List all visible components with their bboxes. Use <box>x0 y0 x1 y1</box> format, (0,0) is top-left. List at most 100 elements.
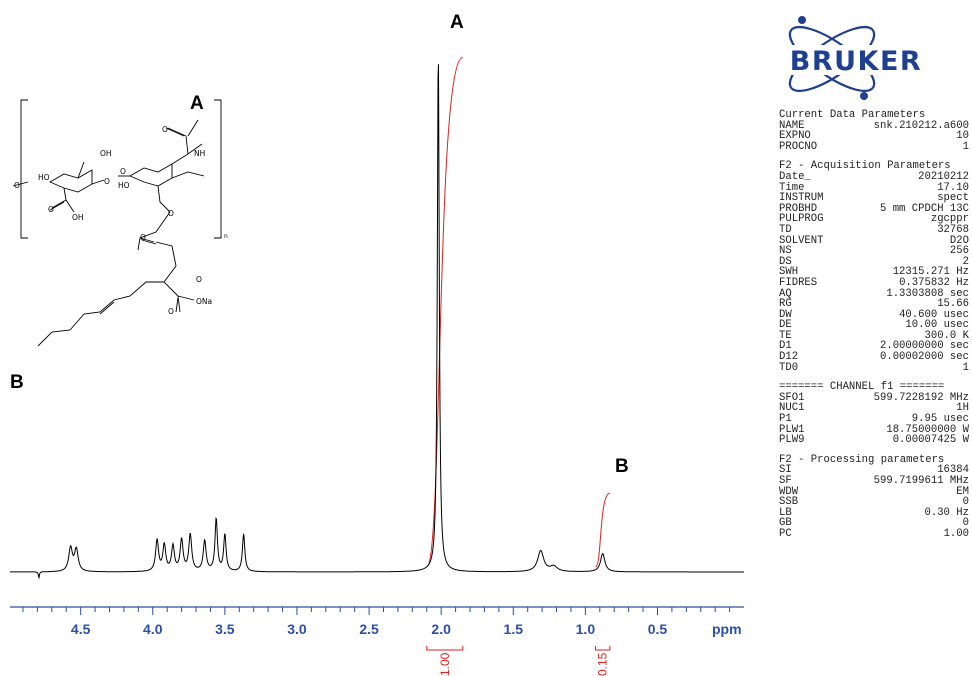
parameter-value: 16384 <box>937 464 969 477</box>
parameter-value: 0 <box>962 517 969 530</box>
svg-text:OH: OH <box>72 213 84 222</box>
peak-label-a: A <box>450 12 464 33</box>
parameter-row: SSB 0 <box>779 497 969 508</box>
parameter-value: 0 <box>962 496 969 509</box>
parameter-key: SFO1 <box>779 391 805 404</box>
parameter-row: LB 0.30 Hz <box>779 508 969 519</box>
svg-text:O: O <box>162 125 168 134</box>
parameter-key: D1 <box>779 340 792 353</box>
parameter-key: D12 <box>779 351 799 364</box>
parameter-key: PROCNO <box>779 140 818 153</box>
parameter-key: PC <box>779 527 792 540</box>
parameter-value: 0.00002000 sec <box>879 351 969 364</box>
parameter-value: zgcppr <box>930 213 969 226</box>
channel-parameters: ======= CHANNEL f1 ======= SFO1 599.722819… <box>779 382 969 446</box>
parameter-row: TE 300.0 K <box>779 331 969 342</box>
svg-text:O: O <box>168 209 174 218</box>
parameter-value: D2O <box>949 234 969 247</box>
parameter-key: SOLVENT <box>779 234 824 247</box>
acquisition-parameter-panel: Current Data Parameters NAME snk.210212.a6… <box>779 110 969 549</box>
svg-text:O: O <box>120 167 126 176</box>
parameter-row: PULPROG zgcppr <box>779 214 969 225</box>
parameter-key: NS <box>779 245 792 258</box>
parameter-value: 300.0 K <box>924 329 969 342</box>
parameter-row: PLW9 0.00007425 W <box>779 435 969 446</box>
parameter-value: 20210212 <box>918 170 969 183</box>
parameter-value: 40.600 usec <box>899 308 969 321</box>
parameter-key: SF <box>779 475 792 487</box>
parameter-key: SI <box>779 464 792 477</box>
parameter-row: PROBHD 5 mm CPDCH 13C <box>779 204 969 215</box>
parameter-row: DS 2 <box>779 257 969 268</box>
parameter-value: 1 <box>962 140 969 153</box>
peak-label-b: B <box>615 456 629 477</box>
parameter-value: snk.210212.a600 <box>873 119 969 132</box>
parameter-row: INSTRUM spect <box>779 193 969 204</box>
parameter-section-title: Current Data Parameters <box>779 109 926 121</box>
svg-text:NH: NH <box>194 149 205 158</box>
parameter-value: 599.7228192 MHz <box>873 391 969 404</box>
svg-text:O: O <box>14 181 20 190</box>
parameter-value: 5 mm CPDCH 13C <box>879 202 969 215</box>
parameter-value: 15.66 <box>937 298 969 311</box>
parameter-key: GB <box>779 517 792 530</box>
integral-value-label: 0.15 <box>596 652 610 676</box>
parameter-key: Time <box>779 181 805 194</box>
parameter-value: 1.3303808 sec <box>886 287 969 300</box>
parameter-key: Date_ <box>779 170 811 183</box>
x-tick-label: 3.5 <box>215 621 235 637</box>
integral-bracket <box>426 646 464 651</box>
parameter-value: 32768 <box>937 223 969 236</box>
parameter-key: PROBHD <box>779 202 818 215</box>
parameter-row: WDW EM <box>779 485 969 498</box>
parameter-key: WDW <box>779 485 799 498</box>
parameter-row: PLW1 18.75000000 W <box>779 425 969 436</box>
parameter-key: AQ <box>779 287 792 300</box>
parameter-row: PROCNO 1 <box>779 142 969 153</box>
parameter-value: 1.00 <box>943 527 969 540</box>
svg-text:O: O <box>48 205 54 214</box>
integral-value-label: 1.00 <box>438 652 452 676</box>
x-tick-label: 4.5 <box>71 621 91 637</box>
x-axis-label: ppm <box>712 621 742 637</box>
integral-layer: 1.00 0.15 <box>426 57 611 676</box>
parameter-row: DW 40.600 usec <box>779 310 969 321</box>
parameter-value: 10 <box>956 130 969 143</box>
acquisition-parameters: F2 - Acquisition Parameters Date_ 20210212… <box>779 161 969 373</box>
parameter-row: NUC1 1H <box>779 403 969 414</box>
parameter-value: 1 <box>962 361 969 374</box>
x-tick-label: 1.5 <box>504 621 524 637</box>
processing-parameters: F2 - Processing parameters SI 16384 SF 599.7… <box>779 455 969 540</box>
parameter-value: 2 <box>962 255 969 268</box>
x-tick-label: 1.0 <box>576 621 596 637</box>
parameter-key: TD0 <box>779 361 799 374</box>
parameter-section-title: F2 - Acquisition Parameters <box>779 160 951 173</box>
parameter-row: TD 32768 <box>779 225 969 236</box>
x-tick-label: 0.5 <box>648 621 668 637</box>
svg-text:O: O <box>140 233 146 242</box>
parameter-key: SWH <box>779 266 799 279</box>
integral-bracket <box>594 646 611 651</box>
parameter-row: GB 0 <box>779 518 969 529</box>
structure-label-b: B <box>10 372 24 393</box>
logo-text: BRUKER <box>790 46 922 77</box>
current-data-parameters: Current Data Parameters NAME snk.210212.a6… <box>779 110 969 152</box>
chemical-structure: O O O O O O O O O HO OH HO NH OH ONa n <box>12 99 228 347</box>
parameter-key: PLW9 <box>779 434 805 447</box>
parameter-key: PULPROG <box>779 213 824 226</box>
svg-text:O: O <box>168 307 174 316</box>
parameter-key: LB <box>779 506 792 519</box>
svg-text:HO: HO <box>118 181 130 190</box>
parameter-section-title: F2 - Processing parameters <box>779 453 945 466</box>
parameter-row: FIDRES 0.375832 Hz <box>779 278 969 289</box>
parameter-row: D1 2.00000000 sec <box>779 341 969 352</box>
svg-text:O: O <box>196 275 202 284</box>
x-tick-label: 3.0 <box>287 621 307 637</box>
parameter-value: 0.375832 Hz <box>899 276 969 289</box>
structure-label-a: A <box>190 93 204 114</box>
parameter-key: P1 <box>779 413 792 426</box>
parameter-row: EXPNO 10 <box>779 131 969 142</box>
parameter-value: 256 <box>949 245 969 258</box>
x-tick-label: 4.0 <box>143 621 163 637</box>
